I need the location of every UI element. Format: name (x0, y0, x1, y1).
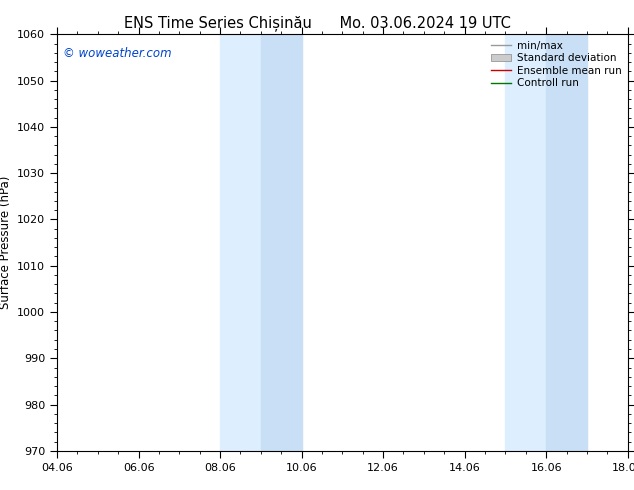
Bar (220, 34, 261, 451)
Legend: min/max, Standard deviation, Ensemble mean run, Controll run: min/max, Standard deviation, Ensemble me… (486, 36, 626, 93)
Y-axis label: Surface Pressure (hPa): Surface Pressure (hPa) (0, 176, 11, 309)
Bar (546, 34, 587, 451)
Bar (261, 34, 302, 451)
Text: © woweather.com: © woweather.com (63, 47, 171, 60)
Bar (505, 34, 546, 451)
Text: ENS Time Series Chișinău      Mo. 03.06.2024 19 UTC: ENS Time Series Chișinău Mo. 03.06.2024 … (124, 15, 510, 30)
